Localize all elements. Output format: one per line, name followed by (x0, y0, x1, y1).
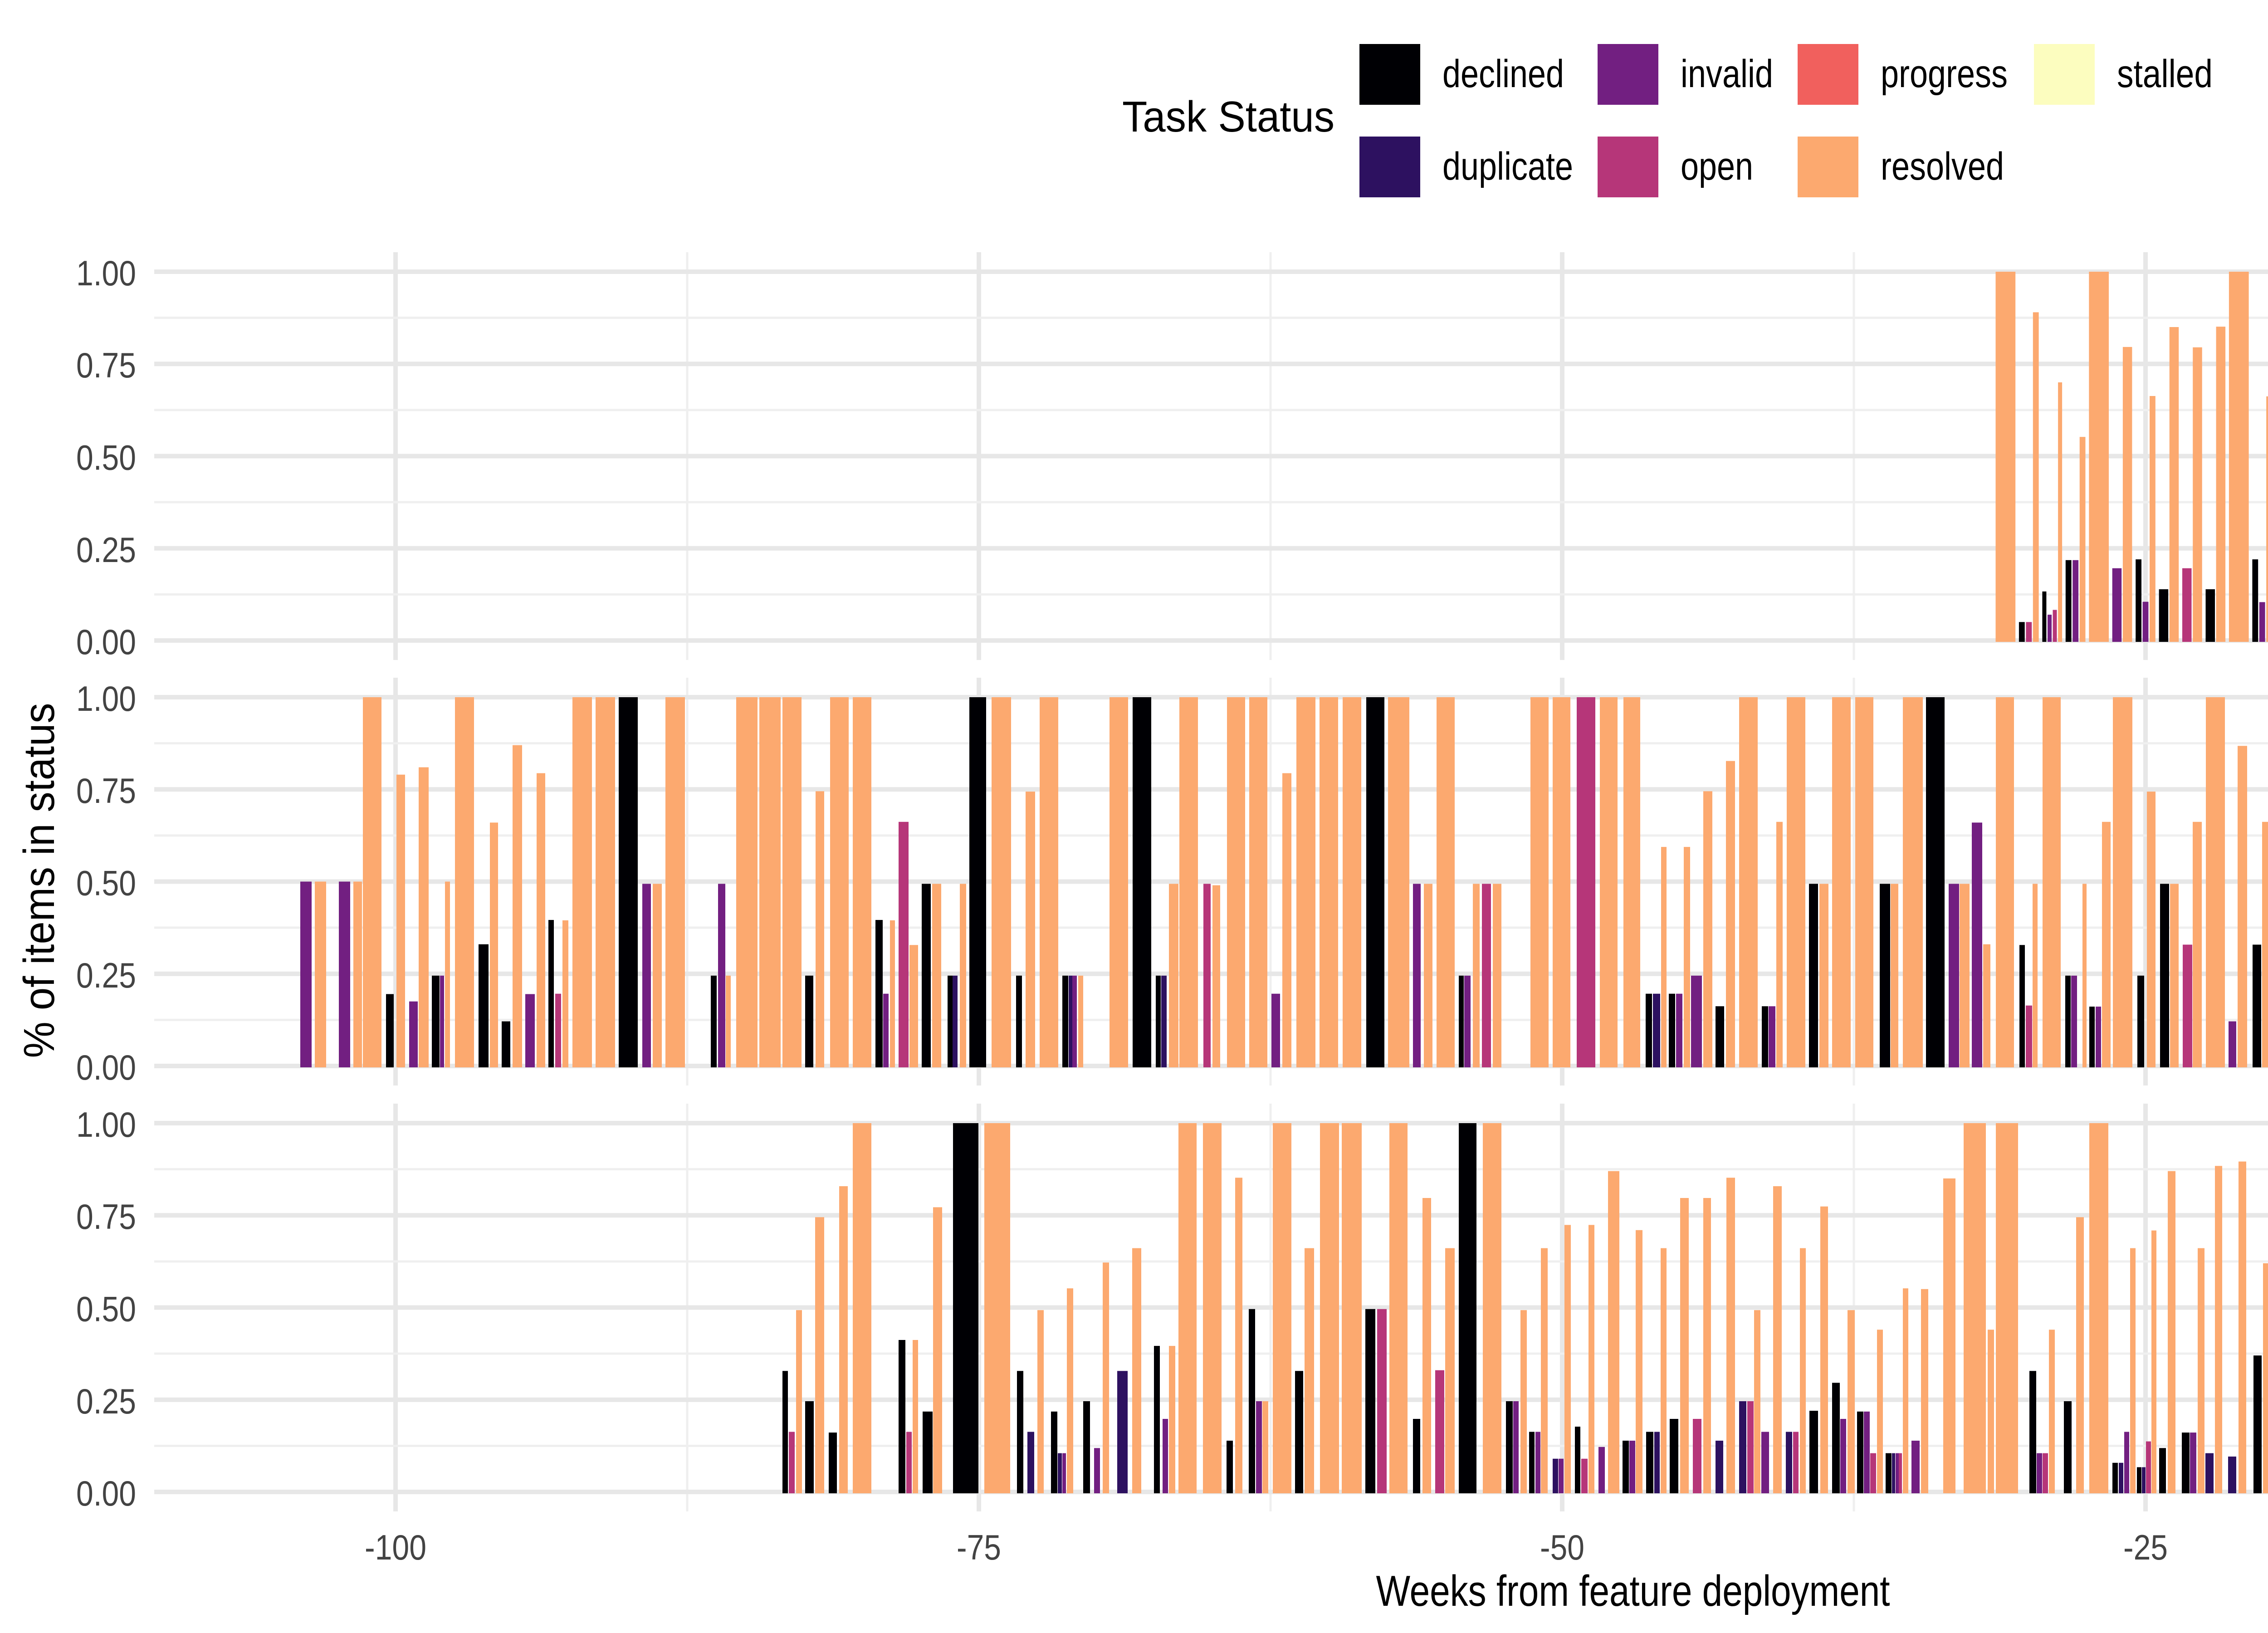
svg-text:declined: declined (1442, 52, 1564, 96)
svg-text:1.00: 1.00 (76, 679, 136, 719)
svg-text:0.25: 0.25 (76, 955, 136, 995)
svg-text:% of items in status: % of items in status (15, 703, 64, 1058)
svg-text:0.50: 0.50 (76, 438, 136, 478)
svg-text:-25: -25 (2123, 1527, 2168, 1567)
svg-text:-100: -100 (365, 1527, 426, 1567)
svg-text:-75: -75 (957, 1527, 1001, 1567)
svg-text:open: open (1681, 145, 1753, 188)
svg-text:0.50: 0.50 (76, 863, 136, 903)
svg-text:-50: -50 (1540, 1527, 1584, 1567)
svg-text:0.25: 0.25 (76, 1381, 136, 1421)
svg-text:0.75: 0.75 (76, 771, 136, 811)
svg-text:invalid: invalid (1681, 52, 1773, 96)
svg-text:0.00: 0.00 (76, 1047, 136, 1087)
svg-text:Task Status: Task Status (1122, 93, 1334, 141)
svg-text:0.50: 0.50 (76, 1289, 136, 1329)
svg-text:0.25: 0.25 (76, 530, 136, 570)
svg-text:progress: progress (1881, 52, 2008, 96)
svg-text:Weeks from feature deployment: Weeks from feature deployment (1376, 1567, 1890, 1615)
svg-text:0.75: 0.75 (76, 1197, 136, 1237)
svg-text:1.00: 1.00 (76, 253, 136, 293)
svg-text:1.00: 1.00 (76, 1105, 136, 1144)
svg-text:0.00: 0.00 (76, 1473, 136, 1513)
svg-text:0.75: 0.75 (76, 345, 136, 385)
svg-text:duplicate: duplicate (1442, 145, 1573, 188)
svg-text:resolved: resolved (1881, 145, 2004, 188)
svg-text:stalled: stalled (2117, 52, 2213, 96)
svg-text:0.00: 0.00 (76, 622, 136, 662)
